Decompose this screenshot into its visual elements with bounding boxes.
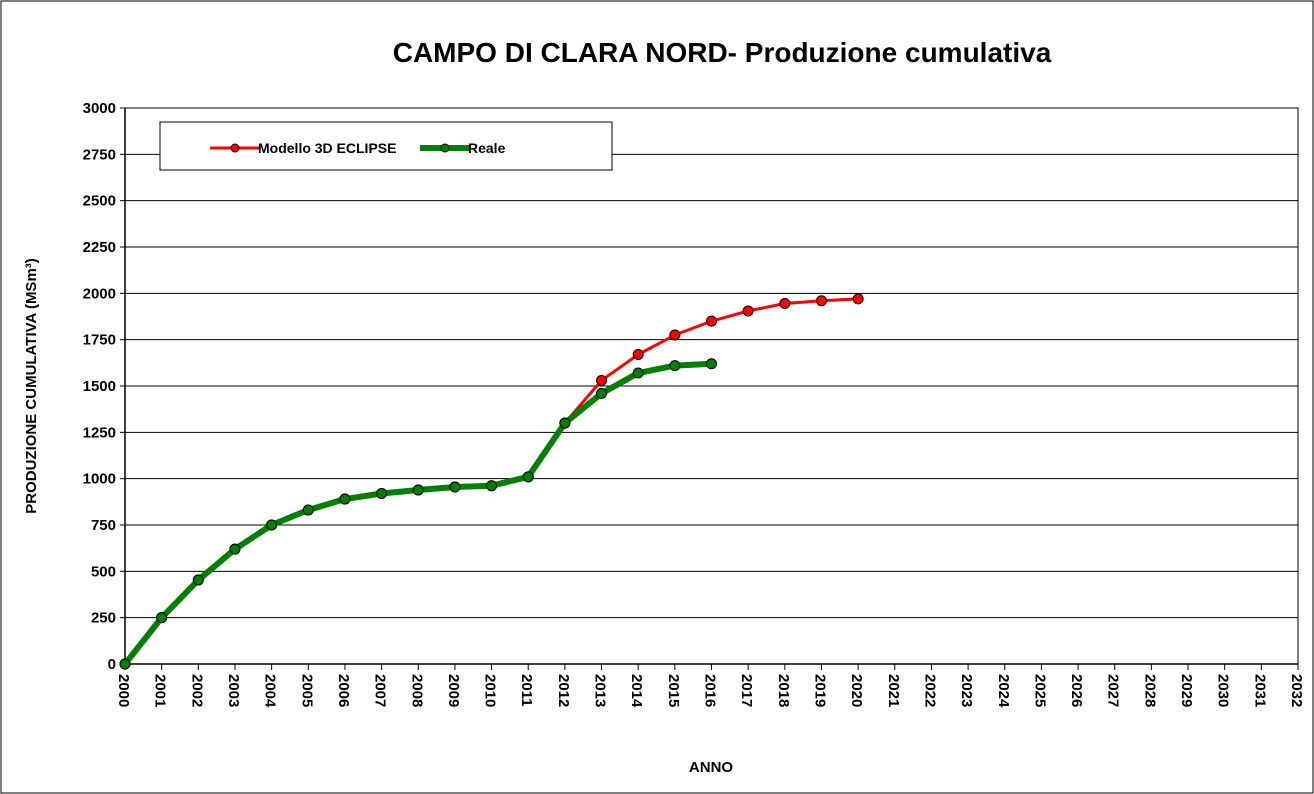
y-tick-label: 250	[91, 610, 116, 627]
y-tick-label: 1500	[83, 378, 116, 395]
y-tick-label: 500	[91, 563, 116, 580]
legend-label: Modello 3D ECLIPSE	[258, 140, 396, 156]
x-tick-label: 2018	[775, 674, 792, 707]
series-marker	[669, 360, 681, 372]
x-tick-label: 2014	[628, 674, 645, 708]
series-marker	[706, 315, 717, 327]
y-tick-label: 750	[91, 517, 116, 534]
chart-title: CAMPO DI CLARA NORD- Produzione cumulati…	[393, 37, 1052, 68]
x-tick-label: 2010	[482, 674, 499, 707]
x-tick-label: 2002	[188, 674, 205, 707]
x-tick-label: 2020	[848, 674, 865, 707]
x-tick-label: 2032	[1288, 674, 1305, 707]
series-marker	[119, 658, 131, 670]
x-tick-label: 2030	[1215, 674, 1232, 707]
series-marker	[815, 295, 827, 307]
x-tick-label: 2003	[225, 674, 242, 707]
y-tick-label: 3000	[83, 100, 116, 117]
series-marker	[266, 519, 278, 531]
y-tick-label: 0	[108, 656, 116, 673]
series-marker	[229, 543, 241, 555]
series-marker	[449, 481, 461, 493]
series-marker	[632, 348, 644, 360]
x-tick-label: 2025	[1031, 674, 1048, 707]
series-marker	[412, 484, 424, 496]
x-tick-label: 2012	[555, 674, 572, 707]
y-tick-label: 1000	[83, 471, 116, 488]
legend-marker	[440, 143, 450, 153]
y-tick-label: 2000	[83, 285, 116, 302]
x-tick-label: 2028	[1141, 674, 1158, 707]
series-marker	[302, 504, 314, 516]
series-marker	[632, 367, 644, 379]
x-tick-label: 2022	[921, 674, 938, 707]
x-tick-label: 2029	[1178, 674, 1195, 707]
series-marker	[596, 387, 608, 399]
y-tick-label: 2500	[83, 193, 116, 210]
series-marker	[376, 487, 388, 499]
x-tick-label: 2015	[665, 674, 682, 707]
x-tick-label: 2001	[152, 674, 169, 707]
series-marker	[779, 298, 791, 310]
x-tick-label: 2000	[115, 674, 132, 707]
series-marker	[669, 329, 681, 341]
series-marker	[339, 493, 351, 505]
x-tick-label: 2031	[1251, 674, 1268, 707]
plot-border	[124, 107, 1299, 665]
y-tick-label: 1250	[83, 424, 116, 441]
x-tick-label: 2027	[1105, 674, 1122, 707]
x-tick-label: 2017	[738, 674, 755, 707]
y-tick-label: 2750	[83, 146, 116, 163]
x-tick-label: 2008	[408, 674, 425, 707]
x-tick-label: 2013	[592, 674, 609, 707]
series-marker	[156, 612, 168, 624]
x-tick-label: 2024	[995, 674, 1012, 708]
y-axis-label: PRODUZIONE CUMULATIVA (MSm³)	[23, 258, 40, 514]
legend-label: Reale	[468, 140, 506, 156]
series-marker	[486, 480, 498, 492]
series-marker	[742, 305, 754, 317]
x-axis-label: ANNO	[689, 759, 733, 776]
series-marker	[559, 417, 571, 429]
series-marker	[852, 293, 864, 305]
x-tick-label: 2011	[518, 674, 535, 707]
x-tick-label: 2016	[702, 674, 719, 707]
series-marker	[596, 374, 608, 386]
x-tick-label: 2006	[335, 674, 352, 707]
series-marker	[522, 471, 534, 483]
x-tick-label: 2019	[811, 674, 828, 707]
series-marker	[706, 358, 717, 370]
x-tick-label: 2005	[298, 674, 315, 707]
x-tick-label: 2004	[262, 674, 279, 708]
x-tick-label: 2021	[885, 674, 902, 707]
y-tick-label: 2250	[83, 239, 116, 256]
x-tick-label: 2026	[1068, 674, 1085, 707]
x-tick-label: 2007	[372, 674, 389, 707]
legend-marker	[230, 143, 240, 153]
series-marker	[192, 574, 204, 586]
y-tick-label: 1750	[83, 332, 116, 349]
x-tick-label: 2009	[445, 674, 462, 707]
x-tick-label: 2023	[958, 674, 975, 707]
